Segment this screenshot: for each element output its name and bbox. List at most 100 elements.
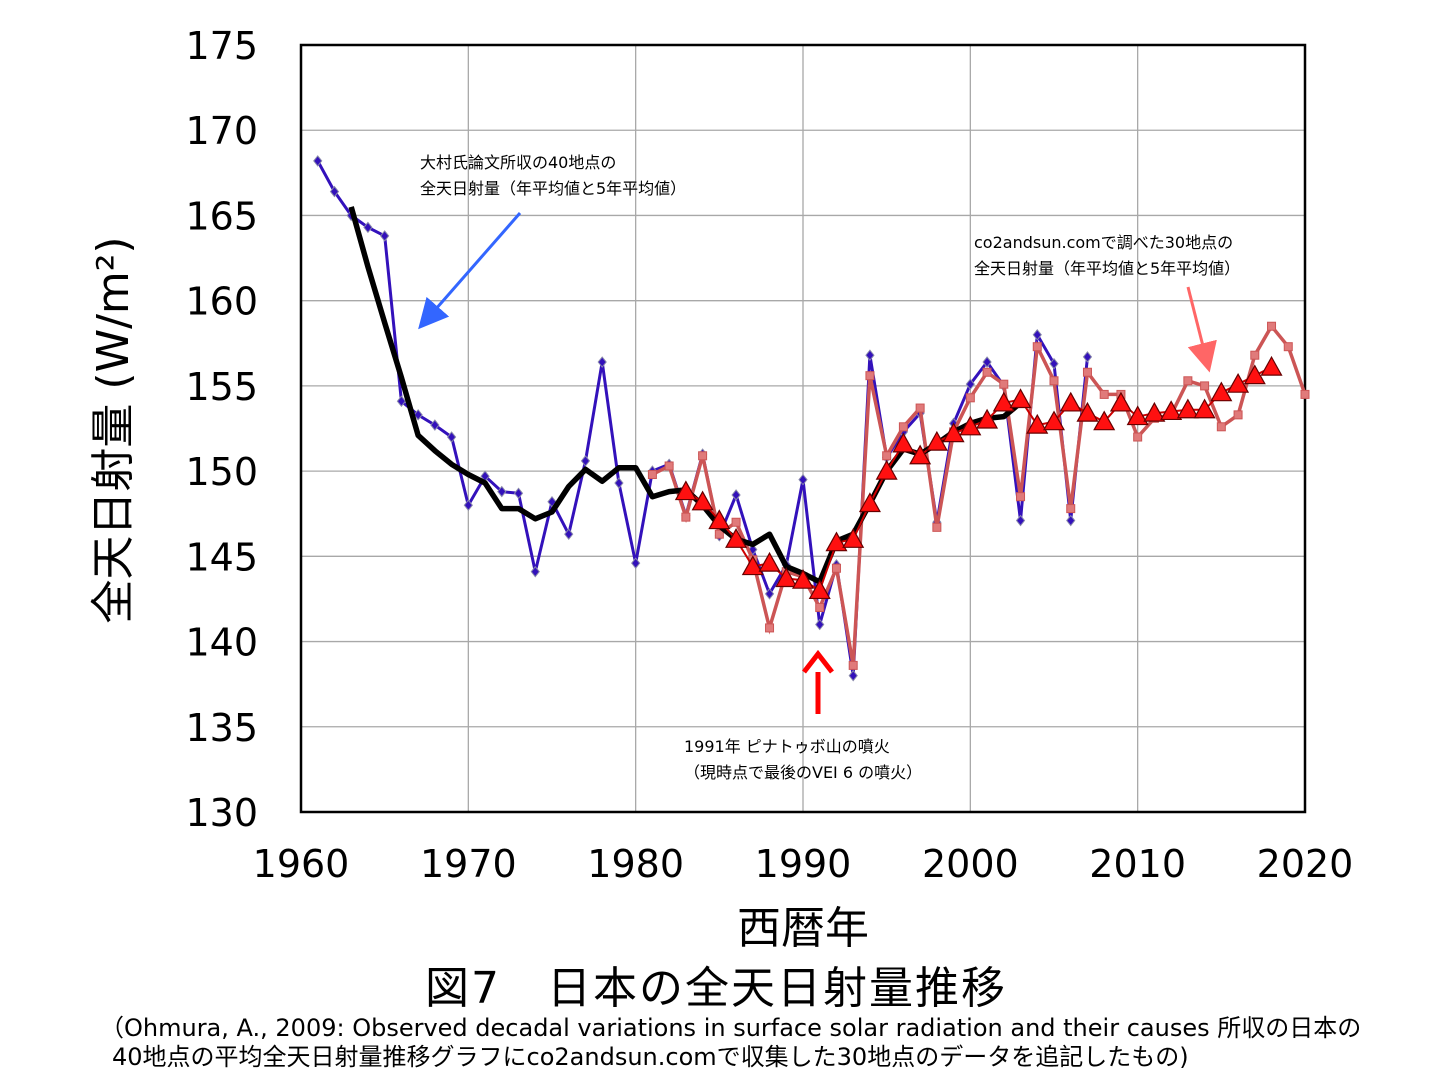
series-co2andsun-annual-point <box>831 563 841 573</box>
series-co2andsun-5yr-point <box>1160 400 1183 421</box>
series-co2andsun-annual-point <box>999 379 1009 389</box>
series-co2andsun-annual-point <box>848 660 858 670</box>
series-co2andsun-5yr-point <box>1059 391 1082 412</box>
series-co2andsun-annual-point <box>1133 432 1143 442</box>
annotation-co2andsun-arrow <box>1186 286 1217 373</box>
series-co2andsun-annual-point <box>1066 504 1076 514</box>
series-omura-annual-point <box>329 185 340 198</box>
annotation-pinatubo-arrow <box>802 649 834 714</box>
series-co2andsun-5yr-point <box>858 492 881 513</box>
x-tick-label: 2020 <box>1257 842 1354 886</box>
y-tick-label: 150 <box>185 450 258 494</box>
series-co2andsun-5yr-point <box>875 459 898 480</box>
series-co2andsun-5yr-point <box>892 432 915 453</box>
series-co2andsun-annual-point <box>882 451 892 461</box>
series-co2andsun-5yr-point <box>674 480 697 501</box>
series-co2andsun-annual-point <box>932 522 942 532</box>
series-omura-annual-point <box>815 618 825 631</box>
annotation-co2andsun-line2: 全天日射量（年平均値と5年平均値） <box>974 259 1240 278</box>
series-co2andsun-annual-point <box>1283 342 1293 352</box>
series-co2andsun-5yr-point <box>842 528 865 548</box>
series-omura-annual-point <box>1082 351 1093 363</box>
series-co2andsun-annual-point <box>714 529 724 539</box>
series-co2andsun-5yr-point <box>942 422 965 443</box>
series-co2andsun-annual-point <box>1300 389 1310 399</box>
series-co2andsun-annual-point <box>915 403 925 413</box>
series-omura-annual-point <box>631 557 641 569</box>
series-omura-annual-point <box>413 409 423 421</box>
series-omura-annual-line <box>316 160 1089 676</box>
annotation-omura-line2: 全天日射量（年平均値と5年平均値） <box>420 179 686 198</box>
series-co2andsun-5yr-point <box>708 509 731 530</box>
series-co2andsun-5yr-point <box>976 408 999 429</box>
series-co2andsun-annual-point <box>1216 422 1226 432</box>
y-tick-label: 170 <box>185 109 258 153</box>
series-co2andsun-annual-point <box>1183 376 1193 386</box>
series-co2andsun-5yr-point <box>1243 364 1266 385</box>
series-omura-annual-point <box>497 485 507 498</box>
series-co2andsun-5yr-point <box>1093 410 1116 431</box>
series-co2andsun-annual-point <box>765 623 775 633</box>
series-co2andsun-5yr-point <box>1193 398 1216 419</box>
series-co2andsun-annual-line <box>651 323 1307 666</box>
y-tick-label: 140 <box>185 621 258 665</box>
series-co2andsun-5yr-point <box>825 531 848 552</box>
series-omura-annual-point <box>313 155 323 167</box>
x-tick-label: 1970 <box>420 842 517 886</box>
series-omura-annual-point <box>1066 514 1076 527</box>
series-co2andsun-annual-point <box>898 422 908 432</box>
series-omura-annual-point <box>865 349 875 362</box>
annotation-omura-line1: 大村氏論文所収の40地点の <box>420 153 616 172</box>
series-co2andsun-5yr-point <box>909 444 932 465</box>
series-omura-annual-point <box>614 477 624 489</box>
series-omura-annual-point <box>798 473 808 486</box>
series-omura-annual-point <box>580 455 591 467</box>
series-co2andsun-5yr-point <box>791 568 815 589</box>
series-co2andsun-annual-point <box>1082 367 1092 377</box>
series-omura-annual-point <box>848 669 858 682</box>
y-tick-label: 165 <box>185 194 258 238</box>
series-co2andsun-annual-point <box>698 451 708 461</box>
series-omura-annual-point <box>764 588 775 600</box>
x-tick-label: 2010 <box>1089 842 1186 886</box>
series-co2andsun-annual-point <box>647 470 657 480</box>
series-omura-annual-point <box>446 431 457 443</box>
annotation-omura-arrow <box>418 212 522 330</box>
annotation-pinatubo-line1: 1991年 ピナトゥボ山の噴火 <box>684 737 890 756</box>
series-co2andsun-5yr-point <box>691 490 714 511</box>
y-tick-label: 155 <box>185 365 258 409</box>
series-omura-annual-point <box>965 378 975 390</box>
series-co2andsun-annual-point <box>1233 410 1243 420</box>
caption-line-1: （Ohmura, A., 2009: Observed decadal vari… <box>100 1014 1362 1042</box>
y-tick-labels: 130 135 140 145 150 155 160 165 170 175 <box>185 24 258 835</box>
y-tick-label: 175 <box>185 24 258 68</box>
x-axis-title: 西暦年 <box>737 903 869 950</box>
series-omura-5yr-line <box>348 206 1023 585</box>
series-co2andsun-annual-point <box>731 517 741 527</box>
series-omura-annual-point <box>463 499 473 512</box>
series-omura-annual-point <box>363 221 373 234</box>
series-co2andsun-5yr-point <box>775 567 798 588</box>
series-co2andsun-5yr-point <box>1227 372 1250 393</box>
series-co2andsun-5yr-point <box>1042 410 1066 431</box>
series-co2andsun-annual-point <box>1099 389 1109 399</box>
series-co2andsun-annual-point <box>982 367 992 377</box>
x-tick-label: 1980 <box>587 842 684 886</box>
y-tick-label: 130 <box>185 791 258 835</box>
series-omura-annual-point <box>513 487 524 500</box>
series-co2andsun-annual-point <box>1200 381 1210 391</box>
y-tick-label: 135 <box>185 706 258 750</box>
series-co2andsun-5yr-point <box>1026 413 1049 434</box>
series-co2andsun-annual-point <box>1016 492 1026 502</box>
series-omura-annual-point <box>1015 514 1026 527</box>
plot-frame <box>299 43 1307 814</box>
series-co2andsun-5yr-point <box>1009 388 1032 409</box>
series-omura-annual-point <box>1049 357 1059 370</box>
caption-line-2: 40地点の平均全天日射量推移グラフにco2andsun.comで収集した30地点… <box>112 1043 1189 1071</box>
series-co2andsun-annual-point <box>1250 350 1260 360</box>
series-co2andsun-annual-point <box>815 602 825 612</box>
series-omura-annual-point <box>748 543 758 556</box>
series-co2andsun-5yr-point <box>1126 405 1149 426</box>
series-co2andsun-annual-point <box>965 393 975 403</box>
